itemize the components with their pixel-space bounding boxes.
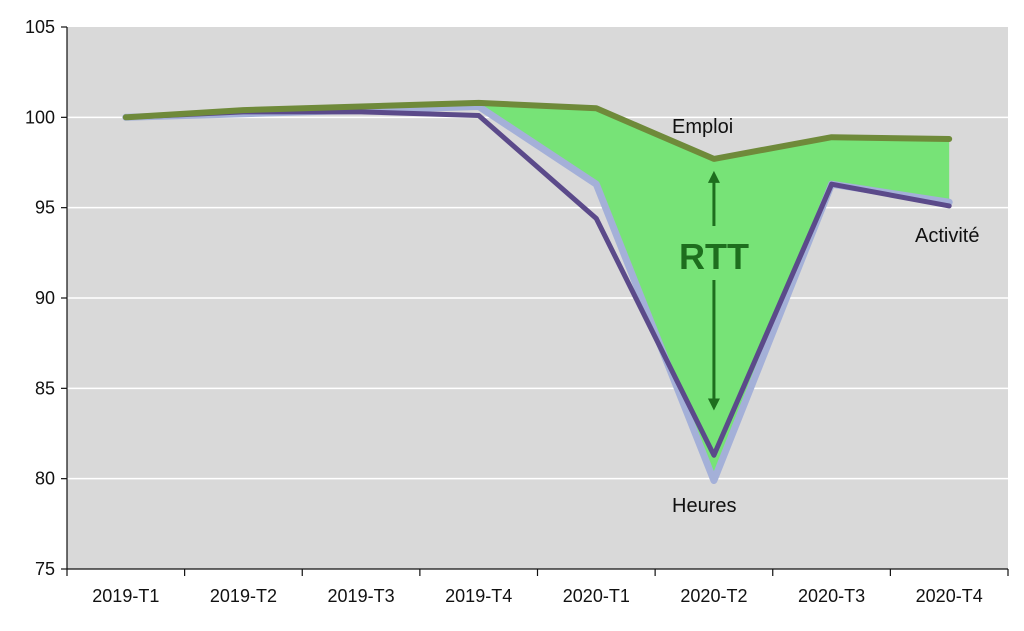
annotation-activite: Activité (915, 225, 979, 247)
y-tick-label-90: 90 (35, 288, 55, 308)
y-tick-label-100: 100 (25, 107, 55, 127)
x-tick-label-2019-t1: 2019-T1 (92, 586, 159, 606)
x-tick-label-2019-t3: 2019-T3 (328, 586, 395, 606)
x-tick-labels: 2019-T1 2019-T2 2019-T3 2019-T4 2020-T1 2020-… (92, 586, 982, 606)
y-tick-label-95: 95 (35, 198, 55, 218)
annotation-heures: Heures (672, 495, 736, 517)
series-line-emploi (122, 99, 953, 162)
rtt-arrow (707, 170, 720, 411)
rtt-arrow-down-head (707, 398, 720, 411)
x-tick-label-2019-t2: 2019-T2 (210, 586, 277, 606)
series-lines (122, 99, 953, 484)
x-tick-label-2020-t3: 2020-T3 (798, 586, 865, 606)
y-tick-label-85: 85 (35, 378, 55, 398)
y-tick-label-75: 75 (35, 559, 55, 579)
x-tick-label-2020-t4: 2020-T4 (916, 586, 983, 606)
grid-lines (67, 116, 1008, 480)
y-tick-label-105: 105 (25, 17, 55, 37)
rtt-arrow-up-head (707, 170, 720, 183)
axes (61, 26, 1009, 576)
y-tick-label-80: 80 (35, 469, 55, 489)
x-tick-label-2019-t4: 2019-T4 (445, 586, 512, 606)
annotation-emploi: Emploi (672, 116, 733, 138)
x-tick-label-2020-t2: 2020-T2 (680, 586, 747, 606)
y-tick-labels: 75 80 85 90 95 100 105 (25, 17, 55, 579)
x-tick-label-2020-t1: 2020-T1 (563, 586, 630, 606)
annotation-rtt: RTT (679, 236, 749, 277)
